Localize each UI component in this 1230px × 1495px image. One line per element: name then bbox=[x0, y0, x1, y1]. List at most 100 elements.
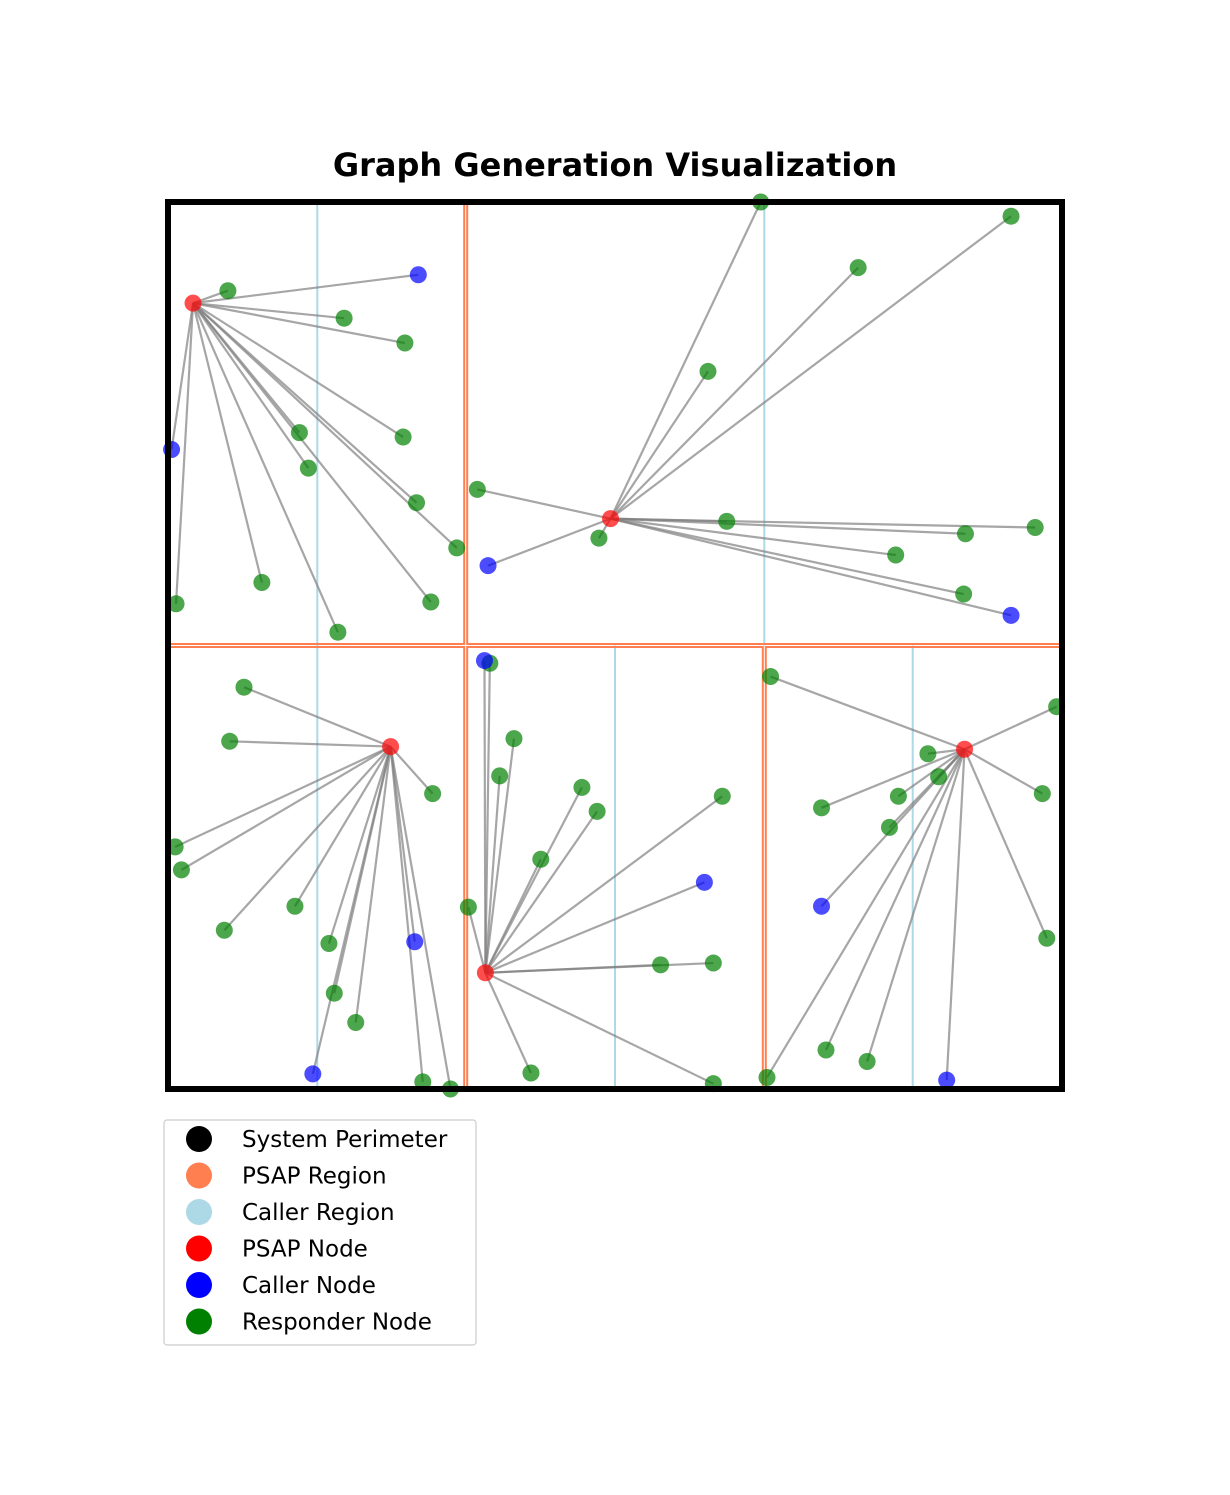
responder-node bbox=[887, 546, 905, 564]
edge-line bbox=[610, 517, 964, 596]
edge-line bbox=[610, 517, 896, 557]
responder-node bbox=[889, 787, 907, 805]
responder-node bbox=[762, 668, 780, 686]
legend: System Perimeter PSAP Region Caller Region… bbox=[163, 1119, 477, 1346]
edge-line bbox=[610, 517, 1012, 617]
caller-node bbox=[479, 557, 497, 575]
legend-frame bbox=[163, 1119, 477, 1346]
psap-node bbox=[184, 294, 202, 312]
edge-line bbox=[487, 517, 611, 567]
responder-node bbox=[699, 362, 717, 380]
edge-line bbox=[609, 370, 709, 520]
responder-node bbox=[713, 787, 731, 805]
caller-node bbox=[813, 897, 831, 915]
responder-node bbox=[505, 730, 523, 748]
responder-node bbox=[329, 623, 347, 641]
edge-line bbox=[484, 810, 599, 974]
responder-node bbox=[955, 585, 973, 603]
responder-node bbox=[652, 956, 670, 974]
responder-node bbox=[394, 428, 412, 446]
responder-node bbox=[532, 850, 550, 868]
caller-node bbox=[475, 652, 493, 670]
edge-line bbox=[354, 746, 392, 1023]
responder-node bbox=[408, 494, 426, 512]
legend-label: PSAP Node bbox=[242, 1237, 368, 1263]
caller-node bbox=[1002, 606, 1020, 624]
caller-node bbox=[406, 933, 424, 951]
responder-node bbox=[468, 480, 486, 498]
edge-line bbox=[485, 961, 714, 974]
system-perimeter bbox=[165, 199, 1065, 1092]
edge-line bbox=[191, 302, 263, 583]
responder-node bbox=[491, 767, 509, 785]
responder-node bbox=[817, 1041, 835, 1059]
legend-label: Responder Node bbox=[242, 1310, 432, 1336]
responder-node bbox=[424, 785, 442, 803]
caller-node bbox=[304, 1065, 322, 1083]
edge-line bbox=[964, 748, 1043, 795]
responder-node bbox=[758, 1068, 776, 1086]
responder-node bbox=[522, 1064, 540, 1082]
edge-line bbox=[770, 675, 965, 751]
edge-line bbox=[243, 686, 392, 748]
responder-node bbox=[588, 802, 606, 820]
caller-regions bbox=[316, 202, 914, 1089]
edge-line bbox=[389, 746, 452, 1090]
legend-marker bbox=[186, 1126, 212, 1152]
edge-line bbox=[477, 488, 611, 520]
legend-marker bbox=[186, 1162, 212, 1189]
edge-line bbox=[964, 705, 1058, 751]
caller-node bbox=[409, 266, 427, 284]
edge-line bbox=[484, 972, 532, 1074]
nodes bbox=[163, 193, 1066, 1098]
psap-node bbox=[382, 738, 400, 756]
responder-node bbox=[1026, 519, 1044, 537]
edge-line bbox=[192, 302, 406, 345]
edge-line bbox=[192, 302, 404, 438]
responder-node bbox=[286, 897, 304, 915]
edge-line bbox=[888, 748, 966, 829]
edge-line bbox=[192, 302, 339, 633]
edge-line bbox=[609, 215, 1012, 520]
responder-node bbox=[590, 529, 608, 547]
responder-node bbox=[1033, 785, 1051, 803]
responder-node bbox=[459, 898, 477, 916]
edge-line bbox=[174, 303, 195, 604]
responder-node bbox=[880, 818, 898, 836]
legend-label: Caller Region bbox=[242, 1200, 395, 1226]
responder-node bbox=[930, 768, 948, 786]
legend-label: System Perimeter bbox=[242, 1127, 448, 1153]
responder-node bbox=[221, 732, 239, 750]
responder-node bbox=[422, 593, 440, 611]
edge-line bbox=[824, 748, 966, 1051]
responder-node bbox=[235, 678, 253, 696]
responder-node bbox=[299, 459, 317, 477]
edge-line bbox=[484, 738, 516, 973]
edge-line bbox=[609, 266, 859, 520]
responder-node bbox=[1038, 929, 1056, 947]
responder-node bbox=[172, 861, 190, 879]
edge-line bbox=[484, 663, 491, 973]
edge-line bbox=[192, 302, 345, 320]
legend-marker bbox=[186, 1272, 212, 1298]
responder-node bbox=[325, 984, 343, 1002]
edge-line bbox=[610, 517, 966, 535]
psap-node bbox=[602, 510, 620, 528]
legend-marker bbox=[186, 1308, 212, 1335]
edge-line bbox=[327, 746, 392, 944]
legend-marker bbox=[186, 1199, 212, 1225]
responder-node bbox=[813, 799, 831, 817]
edge-line bbox=[192, 302, 458, 549]
edge-line bbox=[484, 795, 723, 974]
psap-node bbox=[956, 740, 974, 758]
caller-node bbox=[695, 873, 713, 891]
legend-marker bbox=[186, 1235, 212, 1262]
responder-node bbox=[219, 282, 237, 300]
edge-line bbox=[389, 746, 424, 1083]
edge-line bbox=[467, 906, 487, 974]
edge-line bbox=[192, 302, 310, 469]
edge-line bbox=[174, 745, 392, 848]
edge-line bbox=[963, 748, 1048, 939]
edge-line bbox=[170, 302, 195, 450]
